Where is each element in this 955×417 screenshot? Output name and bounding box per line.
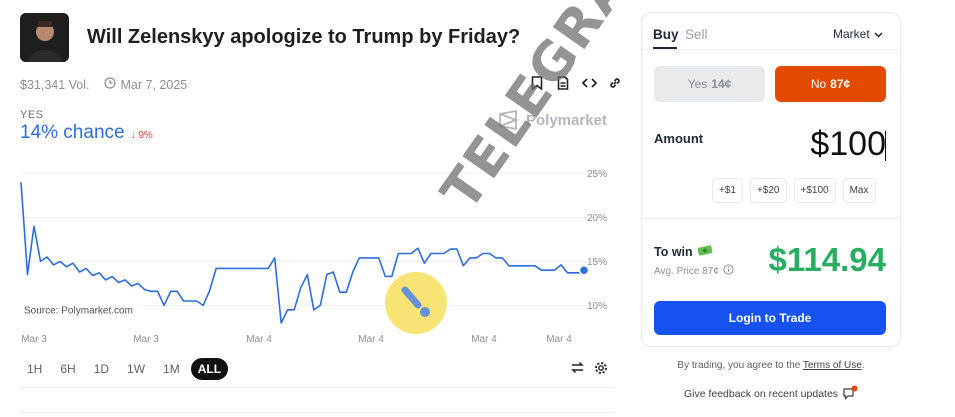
- yes-price: 14¢: [711, 77, 732, 91]
- market-avatar: [20, 13, 69, 62]
- x-tick-label: Mar 4: [358, 334, 384, 345]
- divider: [20, 387, 614, 388]
- x-tick-label: Mar 4: [546, 334, 572, 345]
- quick-amounts: +$1 +$20 +$100 Max: [712, 178, 876, 203]
- divider: [642, 49, 899, 50]
- polymarket-logo-icon: [499, 110, 519, 130]
- terms-notice: By trading, you agree to the Terms of Us…: [641, 360, 901, 371]
- polymarket-logo-text: Polymarket: [526, 111, 607, 129]
- volume: $31,341 Vol.: [20, 77, 90, 92]
- amount-label: Amount: [654, 131, 704, 146]
- amount-input[interactable]: $100: [810, 125, 886, 163]
- x-tick-label: Mar 3: [21, 334, 47, 345]
- document-icon[interactable]: [555, 75, 571, 91]
- clock-icon: [103, 77, 116, 92]
- price-chart: 10% 15% 20% 25% Mar 3 Mar 3 Mar 4 Mar 4 Mar 4 Ma…: [20, 169, 607, 345]
- timeframe-all[interactable]: ALL: [190, 358, 229, 380]
- quick-amount-button[interactable]: +$100: [793, 178, 836, 203]
- end-date: Mar 7, 2025: [103, 77, 188, 92]
- no-price: 87¢: [830, 77, 851, 91]
- timeframe-selector: 1H 6H 1D 1W 1M ALL: [20, 358, 229, 380]
- avg-price: Avg. Price 87¢: [654, 264, 734, 278]
- quick-amount-button[interactable]: +$20: [749, 178, 787, 203]
- x-tick-label: Mar 4: [246, 334, 272, 345]
- market-meta: $31,341 Vol. Mar 7, 2025: [20, 77, 187, 92]
- chart-source: Source: Polymarket.com: [24, 306, 133, 317]
- tab-sell[interactable]: Sell: [685, 27, 708, 42]
- divider: [642, 218, 899, 219]
- settings-icon[interactable]: [594, 361, 608, 380]
- divider: [20, 412, 614, 413]
- market-actions: [529, 75, 623, 91]
- order-type-label: Market: [833, 27, 870, 41]
- quick-amount-button[interactable]: +$1: [712, 178, 743, 203]
- chart-controls: [571, 361, 608, 380]
- y-tick-label: 20%: [587, 213, 607, 224]
- series-line: [20, 182, 588, 324]
- timeframe-1h[interactable]: 1H: [27, 362, 43, 376]
- terms-link[interactable]: Terms of Use: [802, 360, 862, 371]
- timeframe-1m[interactable]: 1M: [163, 362, 180, 376]
- quick-amount-button[interactable]: Max: [842, 178, 876, 203]
- money-icon: [697, 245, 713, 259]
- feedback-text: Give feedback on recent updates: [683, 388, 839, 400]
- polymarket-logo: Polymarket: [498, 110, 607, 130]
- feedback-link[interactable]: Give feedback on recent updates: [641, 385, 901, 403]
- to-win-text: To win: [654, 245, 693, 259]
- info-icon[interactable]: [723, 264, 734, 278]
- tab-buy[interactable]: Buy: [653, 27, 679, 42]
- bookmark-icon[interactable]: [529, 75, 545, 91]
- market-title: Will Zelenskyy apologize to Trump by Fri…: [87, 26, 521, 48]
- to-win-value: $114.94: [768, 241, 886, 278]
- x-tick-label: Mar 4: [471, 334, 497, 345]
- x-tick-label: Mar 3: [133, 334, 159, 345]
- change-value: 9%: [138, 130, 153, 141]
- yes-label: Yes: [687, 77, 708, 91]
- swap-icon[interactable]: [571, 361, 584, 380]
- login-to-trade-button[interactable]: Login to Trade: [654, 301, 886, 335]
- y-tick-label: 10%: [587, 301, 607, 312]
- code-icon[interactable]: [581, 75, 597, 91]
- current-point: [578, 264, 590, 276]
- link-icon[interactable]: [607, 75, 623, 91]
- no-button[interactable]: No 87¢: [775, 66, 886, 102]
- timeframe-6h[interactable]: 6H: [60, 362, 76, 376]
- terms-suffix: .: [861, 360, 865, 371]
- chat-bubble-icon: [842, 385, 858, 403]
- to-win-label: To win: [654, 245, 713, 259]
- chance-row: 14% chance ↓ 9%: [20, 122, 153, 144]
- y-tick-label: 25%: [587, 169, 607, 180]
- yes-button[interactable]: Yes 14¢: [654, 66, 765, 102]
- terms-prefix: By trading, you agree to the: [677, 360, 801, 371]
- end-date-text: Mar 7, 2025: [120, 77, 188, 92]
- telegraf-watermark-logo: [385, 272, 447, 334]
- y-tick-label: 15%: [587, 257, 607, 268]
- text-caret: [885, 131, 886, 161]
- chevron-down-icon: [874, 27, 883, 41]
- tab-buy-underline: [653, 47, 677, 49]
- no-label: No: [810, 77, 827, 91]
- change-badge: ↓ 9%: [130, 130, 153, 141]
- avg-price-text: Avg. Price 87¢: [654, 265, 719, 277]
- timeframe-1w[interactable]: 1W: [127, 362, 146, 376]
- timeframe-1d[interactable]: 1D: [93, 362, 110, 376]
- order-type-dropdown[interactable]: Market: [833, 27, 883, 41]
- outcome-label: YES: [20, 109, 44, 121]
- chance-value: 14% chance: [20, 122, 125, 143]
